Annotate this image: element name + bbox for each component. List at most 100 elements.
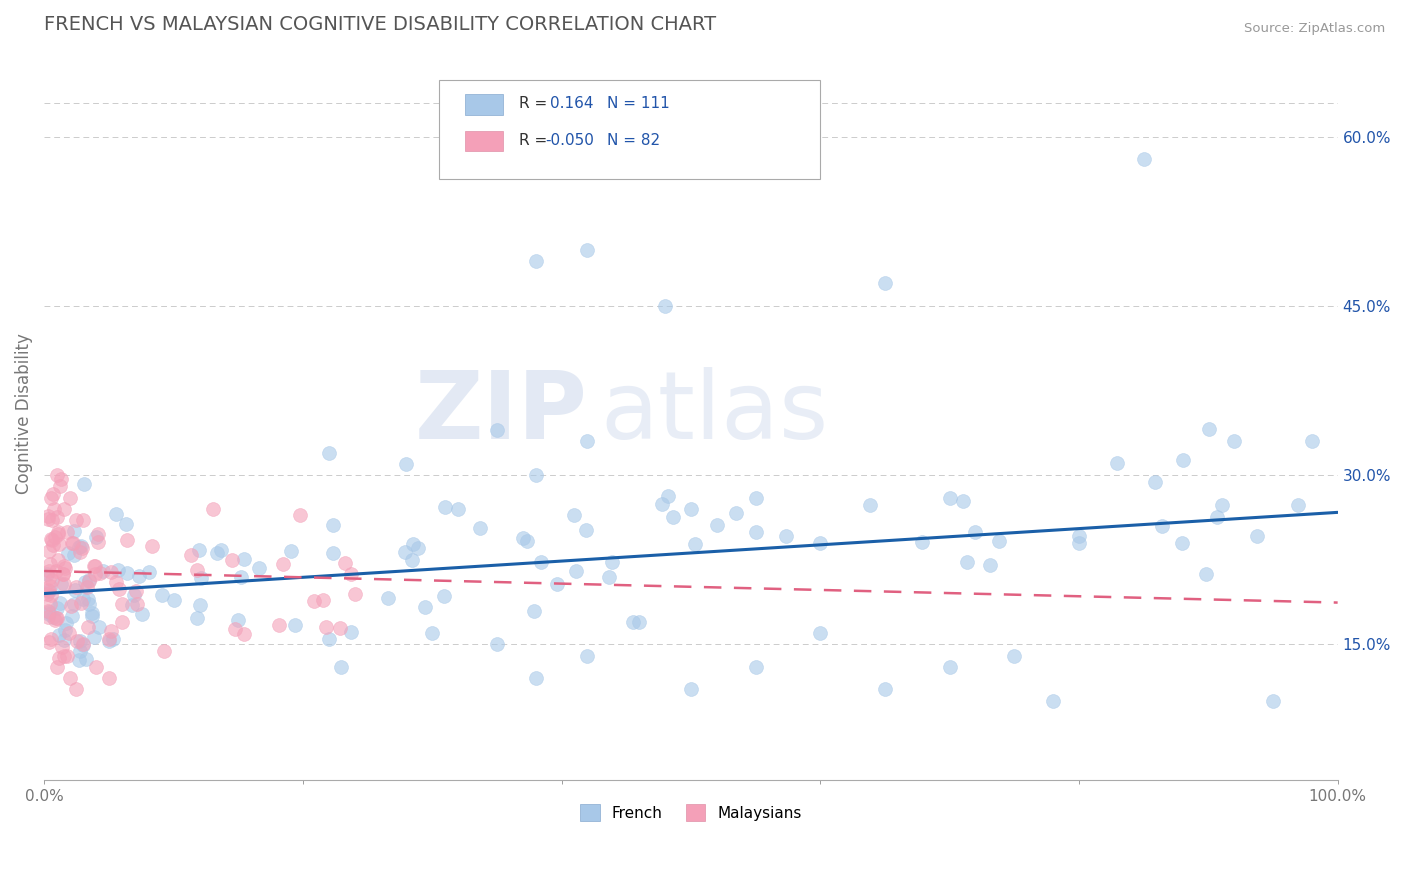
Point bbox=[524, 254, 547, 268]
Point bbox=[1150, 519, 1173, 533]
Point bbox=[69, 545, 91, 559]
Point bbox=[651, 497, 673, 511]
Point bbox=[775, 529, 797, 543]
Point bbox=[859, 498, 882, 512]
Point bbox=[66, 633, 89, 648]
Point bbox=[48, 596, 70, 610]
Point bbox=[485, 423, 508, 437]
Point bbox=[115, 533, 138, 547]
Text: ZIP: ZIP bbox=[415, 368, 588, 459]
Point bbox=[46, 660, 69, 674]
Point bbox=[150, 588, 173, 602]
Point bbox=[163, 593, 186, 607]
Point bbox=[46, 611, 69, 625]
Point bbox=[39, 632, 62, 646]
Point bbox=[271, 557, 294, 571]
Point bbox=[706, 517, 728, 532]
Point bbox=[52, 576, 75, 591]
Point bbox=[221, 553, 243, 567]
Point bbox=[808, 536, 831, 550]
Point bbox=[280, 543, 302, 558]
Point bbox=[37, 512, 59, 526]
Point bbox=[524, 468, 547, 483]
Point bbox=[104, 507, 127, 521]
Point bbox=[48, 627, 70, 641]
Point bbox=[69, 644, 91, 658]
Point bbox=[190, 571, 212, 585]
Point bbox=[70, 539, 93, 553]
Point bbox=[395, 457, 418, 471]
Point bbox=[72, 638, 94, 652]
Point bbox=[131, 607, 153, 621]
Point bbox=[46, 524, 69, 539]
Point bbox=[1261, 694, 1284, 708]
Point bbox=[1105, 456, 1128, 470]
Point bbox=[69, 634, 91, 648]
Point bbox=[70, 596, 93, 610]
Point bbox=[873, 682, 896, 697]
Point bbox=[52, 648, 75, 663]
Point bbox=[89, 566, 111, 580]
Point bbox=[1067, 528, 1090, 542]
Point bbox=[63, 548, 86, 562]
Point bbox=[201, 502, 224, 516]
Text: N = 111: N = 111 bbox=[607, 95, 669, 111]
Point bbox=[103, 632, 125, 646]
Point bbox=[1211, 498, 1233, 512]
Point bbox=[67, 652, 90, 666]
Point bbox=[56, 524, 79, 539]
Point bbox=[576, 648, 599, 663]
Point bbox=[38, 571, 60, 585]
Point bbox=[52, 566, 75, 581]
Point bbox=[73, 477, 96, 491]
Point bbox=[661, 509, 683, 524]
Point bbox=[97, 632, 120, 646]
Point bbox=[44, 529, 66, 543]
Point bbox=[59, 671, 82, 685]
Point bbox=[84, 530, 107, 544]
Point bbox=[315, 620, 337, 634]
Point bbox=[60, 609, 83, 624]
Point bbox=[51, 640, 73, 654]
Point bbox=[402, 537, 425, 551]
Point bbox=[46, 526, 69, 541]
Point bbox=[87, 526, 110, 541]
Point bbox=[62, 536, 84, 550]
Point bbox=[679, 682, 702, 697]
Point bbox=[485, 637, 508, 651]
Text: atlas: atlas bbox=[600, 368, 828, 459]
Point bbox=[42, 610, 65, 624]
Point bbox=[48, 536, 70, 550]
Point bbox=[938, 491, 960, 505]
Point bbox=[35, 567, 58, 582]
Point bbox=[911, 535, 934, 549]
Point bbox=[111, 615, 134, 630]
Point bbox=[401, 553, 423, 567]
Text: R =: R = bbox=[519, 133, 547, 148]
Point bbox=[46, 509, 69, 524]
Point bbox=[59, 491, 82, 505]
Point bbox=[979, 558, 1001, 572]
Legend: French, Malaysians: French, Malaysians bbox=[574, 798, 808, 827]
Point bbox=[209, 543, 232, 558]
Point bbox=[602, 555, 624, 569]
Point bbox=[523, 604, 546, 618]
Point bbox=[53, 559, 76, 574]
Point bbox=[987, 533, 1010, 548]
Point bbox=[524, 671, 547, 685]
Point bbox=[37, 610, 59, 624]
Point bbox=[41, 513, 63, 527]
Point bbox=[124, 584, 146, 599]
Point bbox=[1301, 434, 1323, 449]
Point bbox=[58, 546, 80, 560]
Point bbox=[100, 624, 122, 638]
Point bbox=[744, 491, 766, 505]
Point bbox=[318, 632, 340, 646]
Point bbox=[46, 552, 69, 566]
Point bbox=[65, 580, 87, 594]
Point bbox=[60, 536, 83, 550]
Point bbox=[141, 540, 163, 554]
Point bbox=[44, 614, 66, 628]
Point bbox=[38, 557, 60, 571]
Point bbox=[104, 575, 127, 590]
